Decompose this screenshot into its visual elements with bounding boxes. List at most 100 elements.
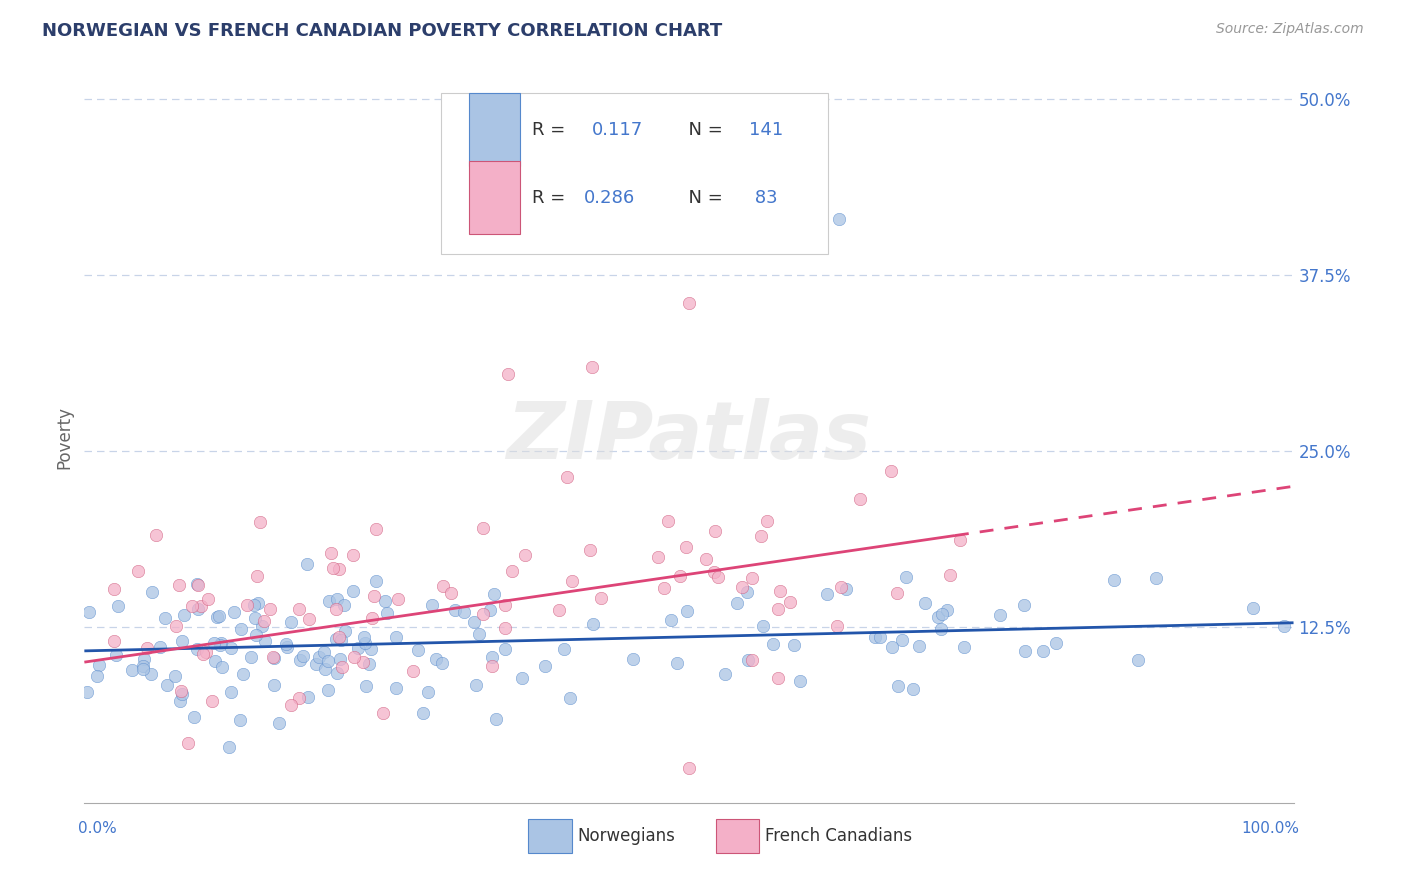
Point [481,659,503,673]
Point [343,650,366,665]
Point [280,615,302,630]
Point [422,598,444,612]
Point [326,665,349,680]
Point [330,660,353,674]
Point [173,608,195,623]
Point [330,633,353,648]
Point [356,679,378,693]
Point [211,659,233,673]
Point [170,688,193,702]
Point [202,635,225,649]
Text: 100.0%: 100.0% [1241,821,1299,836]
Point [894,570,917,584]
Point [891,632,914,647]
Point [204,654,226,668]
Point [297,558,319,572]
Point [219,684,242,698]
Point [472,521,495,535]
Point [250,619,273,633]
Point [329,652,352,666]
Point [828,212,851,227]
Point [155,678,177,692]
Point [494,598,516,612]
Point [354,636,377,650]
Point [335,624,357,639]
Point [363,589,385,603]
Point [172,634,194,648]
Point [766,672,789,686]
Point [165,618,187,632]
Point [76,685,98,699]
Point [453,605,475,619]
Point [224,605,246,619]
Point [77,605,100,619]
FancyBboxPatch shape [468,94,520,167]
Point [927,609,949,624]
Point [135,641,157,656]
Point [1014,644,1036,658]
Point [464,678,486,692]
Point [193,647,215,661]
Point [245,627,267,641]
Point [366,574,388,588]
Point [929,622,952,636]
Point [132,662,155,676]
Point [485,712,508,726]
Text: R =: R = [531,189,571,207]
Point [501,564,523,578]
Point [359,657,381,671]
Point [186,641,208,656]
Point [707,570,730,584]
Point [165,669,187,683]
Point [513,548,536,562]
Point [288,690,311,705]
Point [817,587,839,601]
Text: 83: 83 [749,189,778,207]
Point [1272,619,1295,633]
Point [181,599,204,614]
Point [468,626,491,640]
Point [267,716,290,731]
Point [769,583,792,598]
Point [496,367,519,381]
Point [949,533,972,547]
Point [935,602,957,616]
Point [886,586,908,600]
Point [659,613,682,627]
Point [325,632,347,647]
Point [169,694,191,708]
Point [548,603,571,617]
Point [581,359,603,374]
Text: Norwegians: Norwegians [578,827,675,845]
Point [1144,571,1167,585]
Point [328,630,350,644]
Point [534,659,557,673]
Point [939,567,962,582]
Point [952,640,974,654]
Point [988,608,1011,623]
Point [149,640,172,654]
Point [425,651,447,665]
Point [1241,601,1264,615]
Point [1102,574,1125,588]
Point [735,585,758,599]
Point [201,694,224,708]
Point [560,690,582,705]
Point [316,654,339,668]
Point [276,637,298,651]
FancyBboxPatch shape [716,819,759,853]
Point [103,582,125,596]
Point [510,672,533,686]
Point [914,596,936,610]
Point [288,653,311,667]
Point [155,611,177,625]
Text: R =: R = [531,121,576,139]
Point [145,528,167,542]
Point [183,710,205,724]
Point [443,603,465,617]
FancyBboxPatch shape [529,819,572,853]
Point [741,653,763,667]
Text: 0.286: 0.286 [583,189,636,207]
Text: NORWEGIAN VS FRENCH CANADIAN POVERTY CORRELATION CHART: NORWEGIAN VS FRENCH CANADIAN POVERTY COR… [42,22,723,40]
Point [231,622,253,636]
